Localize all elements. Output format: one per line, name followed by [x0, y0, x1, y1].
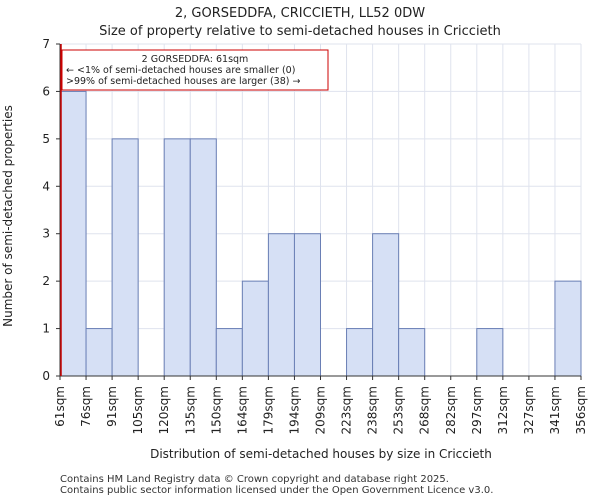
- bar: [163, 138, 191, 377]
- y-tick-label: 4: [42, 179, 50, 193]
- chart-subtitle: Size of property relative to semi-detach…: [99, 24, 501, 39]
- chart-title: 2, GORSEDDFA, CRICCIETH, LL52 0DW: [174, 6, 426, 21]
- x-tick-label: 312sqm: [496, 386, 510, 434]
- bar: [111, 138, 139, 377]
- y-tick-label: 2: [42, 274, 50, 288]
- y-tick-label: 0: [42, 369, 50, 383]
- x-tick-label: 135sqm: [183, 386, 197, 434]
- y-tick-label: 3: [42, 227, 50, 241]
- x-tick-label: 282sqm: [444, 386, 458, 434]
- annotation-box: 2 GORSEDDFA: 61sqm ← <1% of semi-detache…: [61, 49, 329, 91]
- bar-layer: [59, 90, 582, 377]
- x-tick-label: 91sqm: [105, 386, 119, 427]
- x-tick-label: 327sqm: [522, 386, 536, 434]
- label-layer: 0 1 2 3 4 5 6 7 61sqm 76sqm 91sqm 105sqm 120sqm 135sq…: [42, 37, 588, 434]
- footer-copyright: Contains HM Land Registry data © Crown c…: [60, 474, 449, 485]
- bar: [85, 328, 113, 377]
- footer-licence: Contains public sector information licen…: [60, 485, 494, 496]
- x-tick-label: 268sqm: [418, 386, 432, 434]
- bar: [346, 328, 374, 377]
- bar: [476, 328, 504, 377]
- x-tick-label: 223sqm: [340, 386, 354, 434]
- x-tick-label: 61sqm: [53, 386, 67, 427]
- x-tick-label: 150sqm: [209, 386, 223, 434]
- bar: [554, 280, 582, 377]
- x-tick-label: 120sqm: [157, 386, 171, 434]
- x-tick-label: 238sqm: [366, 386, 380, 434]
- bar: [189, 138, 217, 377]
- annotation-line-1: 2 GORSEDDFA: 61sqm: [142, 54, 249, 65]
- bar: [59, 90, 87, 377]
- x-tick-label: 105sqm: [131, 386, 145, 434]
- y-tick-label: 1: [42, 322, 50, 336]
- x-tick-label: 356sqm: [574, 386, 588, 434]
- annotation-frame: [61, 49, 329, 91]
- y-tick-label: 5: [42, 132, 50, 146]
- annotation-line-3: >99% of semi-detached houses are larger …: [66, 76, 300, 87]
- x-tick-label: 179sqm: [261, 386, 275, 434]
- y-tick-label: 6: [42, 84, 50, 98]
- bar: [241, 280, 269, 377]
- x-tick-label: 341sqm: [548, 386, 562, 434]
- x-tick-label: 253sqm: [392, 386, 406, 434]
- y-axis-label: Number of semi-detached properties: [1, 105, 15, 327]
- bar: [398, 328, 426, 377]
- bar: [267, 233, 295, 377]
- annotation-line-2: ← <1% of semi-detached houses are smalle…: [66, 65, 295, 76]
- x-axis-label: Distribution of semi-detached houses by …: [150, 447, 492, 461]
- y-tick-label: 7: [42, 37, 50, 51]
- x-tick-label: 76sqm: [79, 386, 93, 427]
- x-tick-label: 297sqm: [470, 386, 484, 434]
- bar: [293, 233, 322, 377]
- x-tick-label: 194sqm: [287, 386, 301, 434]
- bar: [215, 328, 243, 377]
- axis-layer: [56, 43, 582, 380]
- bar: [372, 233, 400, 377]
- x-tick-label: 164sqm: [235, 386, 249, 434]
- x-tick-label: 209sqm: [314, 386, 328, 434]
